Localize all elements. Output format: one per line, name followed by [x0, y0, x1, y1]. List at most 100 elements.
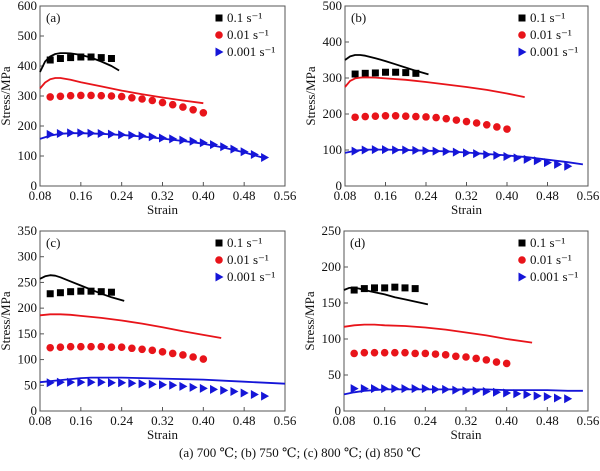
- y-axis-label: Stress/MPa: [0, 291, 13, 350]
- data-point: [138, 379, 147, 389]
- predicted-line: [344, 76, 525, 98]
- data-point: [493, 123, 501, 131]
- data-point: [473, 149, 482, 159]
- data-point: [360, 285, 368, 293]
- data-point: [513, 389, 522, 399]
- data-point: [350, 286, 358, 294]
- data-point: [472, 354, 480, 363]
- panel-label: (a): [46, 10, 60, 25]
- data-point: [463, 148, 471, 158]
- data-point: [138, 345, 146, 354]
- data-point: [240, 147, 249, 157]
- data-point: [107, 288, 115, 296]
- panel-label: (b): [351, 10, 366, 25]
- data-point: [371, 284, 378, 292]
- x-axis-label: Strain: [451, 202, 483, 217]
- data-point: [97, 342, 106, 351]
- x-tick-label: 0.16: [69, 413, 92, 428]
- data-point: [46, 129, 55, 139]
- figure: 0.08 0.16 0.24 0.32 0.40 0.48 0.56 0 100 200 300 40…: [0, 0, 600, 440]
- predicted-line: [343, 323, 533, 344]
- data-point: [67, 288, 75, 296]
- data-point: [77, 91, 85, 100]
- y-tick-label: 0: [336, 178, 343, 193]
- data-point: [230, 144, 239, 154]
- data-point: [56, 343, 65, 352]
- data-point: [382, 145, 390, 155]
- data-point: [128, 94, 136, 102]
- data-point: [67, 377, 76, 387]
- y-tick-label: 0: [335, 403, 342, 418]
- data-point: [370, 348, 379, 357]
- data-point: [199, 383, 208, 393]
- series: [344, 54, 429, 78]
- legend-label: 0.01 s⁻¹: [227, 27, 269, 42]
- x-tick-label: 0.48: [536, 413, 559, 428]
- data-point: [77, 377, 86, 387]
- data-point: [351, 146, 360, 156]
- data-point: [543, 392, 552, 402]
- data-point: [77, 128, 86, 138]
- x-tick-label: 0.32: [151, 188, 174, 203]
- data-point: [371, 112, 380, 120]
- legend: 0.1 s⁻¹ 0.01 s⁻¹ 0.001 s⁻¹: [518, 235, 578, 284]
- legend-marker: [215, 239, 223, 247]
- data-point: [128, 130, 137, 140]
- data-point: [411, 384, 420, 394]
- data-point: [67, 54, 75, 62]
- data-point: [401, 348, 409, 357]
- data-point: [523, 389, 532, 399]
- data-point: [97, 288, 105, 296]
- data-point: [159, 380, 167, 390]
- data-point: [261, 391, 270, 401]
- x-tick-label: 0.24: [415, 188, 438, 203]
- data-point: [107, 343, 116, 352]
- y-tick-label: 200: [323, 106, 343, 121]
- legend-marker: [518, 239, 526, 247]
- data-point: [361, 69, 369, 77]
- data-point: [401, 112, 410, 120]
- data-point: [56, 377, 65, 387]
- x-tick-label: 0.56: [274, 413, 297, 428]
- data-point: [452, 352, 460, 361]
- data-point: [432, 113, 440, 122]
- series: [343, 323, 533, 368]
- data-point: [462, 386, 471, 396]
- data-point: [412, 69, 420, 77]
- data-point: [533, 391, 542, 401]
- legend-label: 0.001 s⁻¹: [227, 44, 275, 59]
- y-tick-label: 400: [323, 34, 343, 49]
- data-point: [87, 91, 95, 100]
- x-tick-label: 0.08: [334, 188, 357, 203]
- data-point: [452, 116, 461, 124]
- data-point: [472, 119, 481, 127]
- data-point: [158, 348, 167, 356]
- x-axis-label: Strain: [450, 427, 482, 440]
- y-tick-label: 500: [323, 0, 343, 13]
- data-point: [381, 384, 390, 394]
- data-point: [391, 283, 399, 291]
- x-tick-label: 0.56: [577, 188, 600, 203]
- data-point: [503, 151, 512, 161]
- legend-label: 0.1 s⁻¹: [227, 235, 262, 250]
- legend-label: 0.001 s⁻¹: [530, 44, 578, 59]
- data-point: [56, 129, 65, 138]
- data-point: [56, 92, 65, 101]
- legend-marker: [215, 14, 223, 22]
- data-point: [402, 69, 410, 77]
- data-point: [391, 112, 400, 120]
- predicted-line: [39, 313, 222, 339]
- data-point: [118, 378, 127, 388]
- legend-label: 0.001 s⁻¹: [530, 269, 578, 284]
- y-tick-label: 100: [18, 148, 38, 163]
- y-tick-label: 400: [18, 58, 38, 73]
- legend: 0.1 s⁻¹ 0.01 s⁻¹ 0.001 s⁻¹: [518, 10, 578, 59]
- x-tick-label: 0.16: [373, 413, 396, 428]
- y-tick-label: 250: [322, 223, 342, 238]
- data-point: [66, 91, 75, 100]
- x-tick-label: 0.48: [536, 188, 559, 203]
- legend-label: 0.01 s⁻¹: [530, 252, 572, 267]
- data-point: [361, 112, 370, 121]
- y-tick-label: 150: [322, 295, 342, 310]
- data-point: [371, 145, 380, 155]
